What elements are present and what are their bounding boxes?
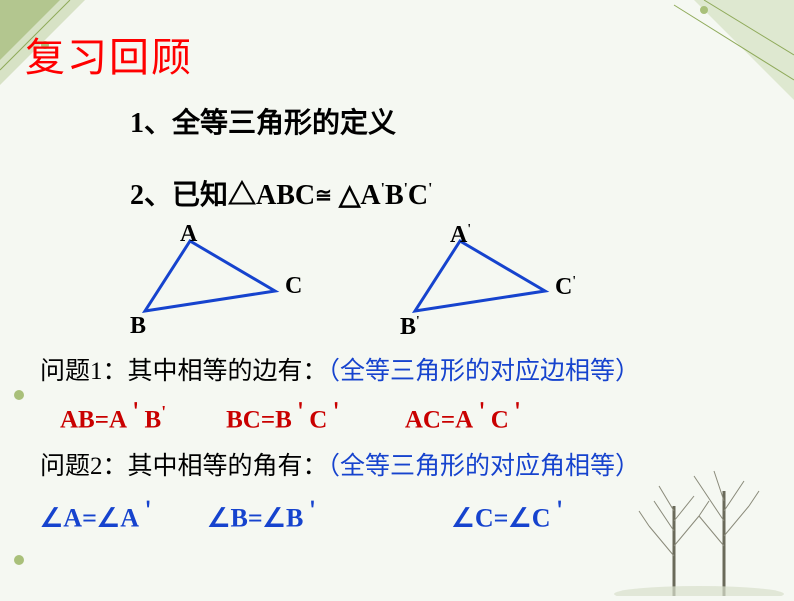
side-equations: AB=A＇B' BC=B＇C＇ AC=A＇C＇ — [60, 399, 764, 434]
heading-2-suffix: △A'B'C' — [339, 180, 433, 211]
vertex-c: C — [285, 273, 302, 300]
eq-ab: AB=A＇B' — [60, 399, 166, 434]
heading-2-prefix: 2、已知△ABC — [130, 180, 315, 211]
vertex-a-prime: A' — [450, 221, 471, 249]
vertex-c-prime: C' — [555, 273, 576, 301]
congruent-symbol: ≅ — [315, 185, 332, 207]
question-2: 问题2：其中相等的角有：（全等三角形的对应角相等） — [40, 446, 764, 482]
triangles-row: A B C A' B' C' — [130, 231, 764, 341]
q1-note: （全等三角形的对应边相等） — [328, 358, 641, 385]
vertex-b: B — [130, 313, 146, 340]
eq-angle-a: ∠A=∠A＇ — [40, 497, 157, 534]
triangle-1: A B C — [130, 231, 330, 341]
q1-prompt: 问题1：其中相等的边有： — [40, 358, 328, 385]
eq-bc: BC=B＇C＇ — [226, 399, 345, 434]
slide-title: 复习回顾 — [25, 25, 764, 83]
angle-equations: ∠A=∠A＇ ∠B=∠B＇ ∠C=∠C＇ — [40, 497, 764, 534]
eq-angle-c: ∠C=∠C＇ — [452, 497, 569, 534]
heading-2: 2、已知△ABC≅ △A'B'C' — [130, 173, 764, 213]
q2-prompt: 问题2：其中相等的角有： — [40, 453, 328, 480]
question-1: 问题1：其中相等的边有：（全等三角形的对应边相等） — [40, 351, 764, 387]
vertex-a: A — [180, 221, 197, 248]
vertex-b-prime: B' — [400, 313, 420, 341]
heading-1: 1、全等三角形的定义 — [130, 101, 764, 141]
q2-note: （全等三角形的对应角相等） — [328, 453, 641, 480]
eq-angle-b: ∠B=∠B＇ — [207, 497, 321, 534]
eq-ac: AC=A＇C＇ — [405, 399, 526, 434]
triangle-2: A' B' C' — [400, 231, 600, 341]
